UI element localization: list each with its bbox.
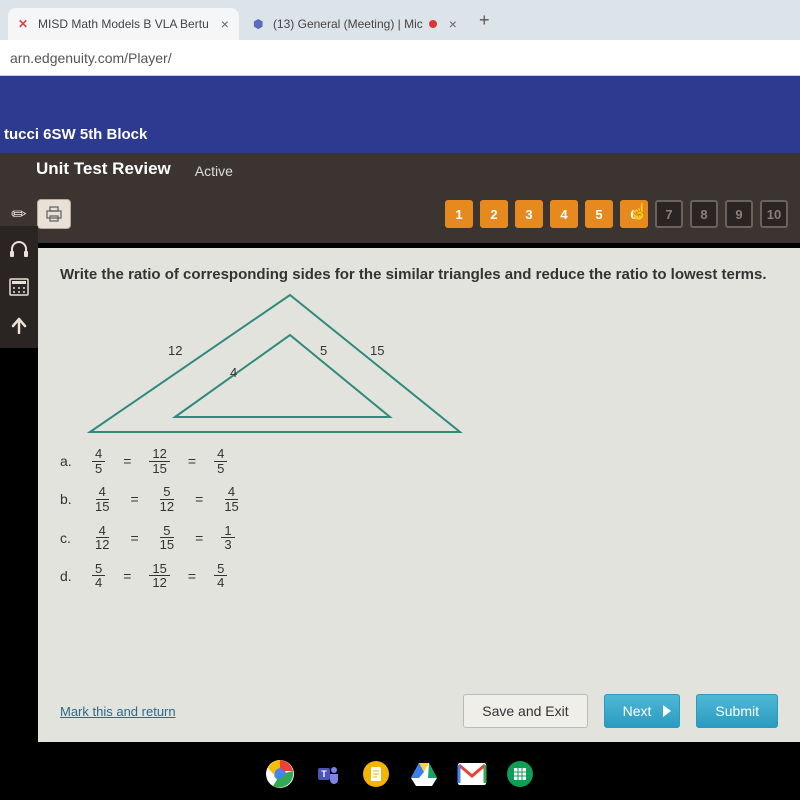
question-prompt: Write the ratio of corresponding sides f… [60,266,778,283]
drive-taskbar-icon[interactable] [407,757,441,791]
fraction: 515 [157,524,177,552]
url-text: arn.edgenuity.com/Player/ [10,50,172,66]
new-tab-button[interactable]: + [471,10,498,31]
lesson-bar: Unit Test Review Active [0,153,800,189]
headphones-icon[interactable] [4,236,34,262]
question-num-5[interactable]: 5 [585,200,613,228]
fraction: 45 [92,447,105,475]
tab-close-1[interactable]: × [221,16,229,32]
fraction: 1215 [149,447,169,475]
app-header-strip [0,76,800,120]
question-num-10[interactable]: 10 [760,200,788,228]
choice-letter: b. [60,491,78,507]
fraction: 412 [92,524,112,552]
fraction: 512 [157,485,177,513]
answer-choice-c[interactable]: c. 412 = 515 = 13 [60,524,778,552]
teams-taskbar-icon[interactable]: T [311,757,345,791]
equals-sign: = [130,491,138,507]
docs-taskbar-icon[interactable] [359,757,393,791]
tab-favicon-1: ✕ [18,17,32,31]
pencil-tool-icon[interactable]: ✎ [7,201,33,227]
recording-indicator-icon [429,20,437,28]
equals-sign: = [123,453,131,469]
tab-title-1: MISD Math Models B VLA Bertu [38,17,209,31]
left-tool-strip [0,226,38,348]
next-button[interactable]: Next [604,694,681,728]
question-num-1[interactable]: 1 [445,200,473,228]
save-exit-button[interactable]: Save and Exit [463,694,587,728]
lesson-status: Active [195,163,233,179]
question-num-9[interactable]: 9 [725,200,753,228]
fraction: 54 [92,562,105,590]
question-num-3[interactable]: 3 [515,200,543,228]
tab-close-2[interactable]: × [449,16,457,32]
fraction: 54 [214,562,227,590]
question-num-7[interactable]: 7 [655,200,683,228]
question-number-list: 123456☝78910 [445,200,788,228]
equals-sign: = [195,491,203,507]
os-taskbar: T [0,748,800,800]
inner-right-label: 5 [320,343,327,358]
fraction: 415 [92,485,112,513]
answer-choice-b[interactable]: b. 415 = 512 = 415 [60,485,778,513]
outer-left-label: 12 [168,343,182,358]
equals-sign: = [195,530,203,546]
fraction: 1512 [149,562,169,590]
print-button[interactable] [37,199,71,229]
question-num-4[interactable]: 4 [550,200,578,228]
answer-choices: a. 45 = 1215 = 45 b. 415 = 512 = 415 c. 412 = 515 = 13 d. 5… [60,447,778,590]
footer-row: Mark this and return Save and Exit Next … [60,694,778,728]
hand-cursor-icon: ☝ [629,202,649,222]
equals-sign: = [123,568,131,584]
lesson-title: Unit Test Review [36,159,171,179]
submit-button[interactable]: Submit [696,694,778,728]
tab-title-2: (13) General (Meeting) | Mic [273,17,423,31]
choice-letter: c. [60,530,78,546]
browser-tab-2[interactable]: ⬢ (13) General (Meeting) | Mic × [243,8,467,40]
inner-left-label: 4 [230,365,237,380]
triangle-figure: 12 15 4 5 [60,287,480,437]
question-num-2[interactable]: 2 [480,200,508,228]
fraction: 415 [221,485,241,513]
sheets-taskbar-icon[interactable] [503,757,537,791]
outer-right-label: 15 [370,343,384,358]
calculator-icon[interactable] [4,274,34,300]
fraction: 45 [214,447,227,475]
question-panel: Write the ratio of corresponding sides f… [38,248,800,742]
url-bar[interactable]: arn.edgenuity.com/Player/ [0,40,800,76]
toolbar-left: ✎ [12,199,71,229]
answer-choice-d[interactable]: d. 54 = 1512 = 54 [60,562,778,590]
equals-sign: = [188,568,196,584]
class-name-bar: tucci 6SW 5th Block [0,120,800,153]
svg-text:T: T [321,769,327,779]
browser-tab-strip: ✕ MISD Math Models B VLA Bertu × ⬢ (13) … [0,0,800,40]
gmail-taskbar-icon[interactable] [455,757,489,791]
choice-letter: a. [60,453,78,469]
fraction: 13 [221,524,234,552]
equals-sign: = [188,453,196,469]
up-arrow-icon[interactable] [4,312,34,338]
question-num-6[interactable]: 6☝ [620,200,648,228]
print-icon [45,206,63,222]
choice-letter: d. [60,568,78,584]
chrome-taskbar-icon[interactable] [263,757,297,791]
class-name-text: tucci 6SW 5th Block [4,126,147,143]
browser-tab-1[interactable]: ✕ MISD Math Models B VLA Bertu × [8,8,239,40]
equals-sign: = [130,530,138,546]
mark-and-return-link[interactable]: Mark this and return [60,704,176,719]
answer-choice-a[interactable]: a. 45 = 1215 = 45 [60,447,778,475]
question-nav-bar: ✎ 123456☝78910 [0,189,800,243]
tab-favicon-2: ⬢ [253,17,267,31]
question-num-8[interactable]: 8 [690,200,718,228]
